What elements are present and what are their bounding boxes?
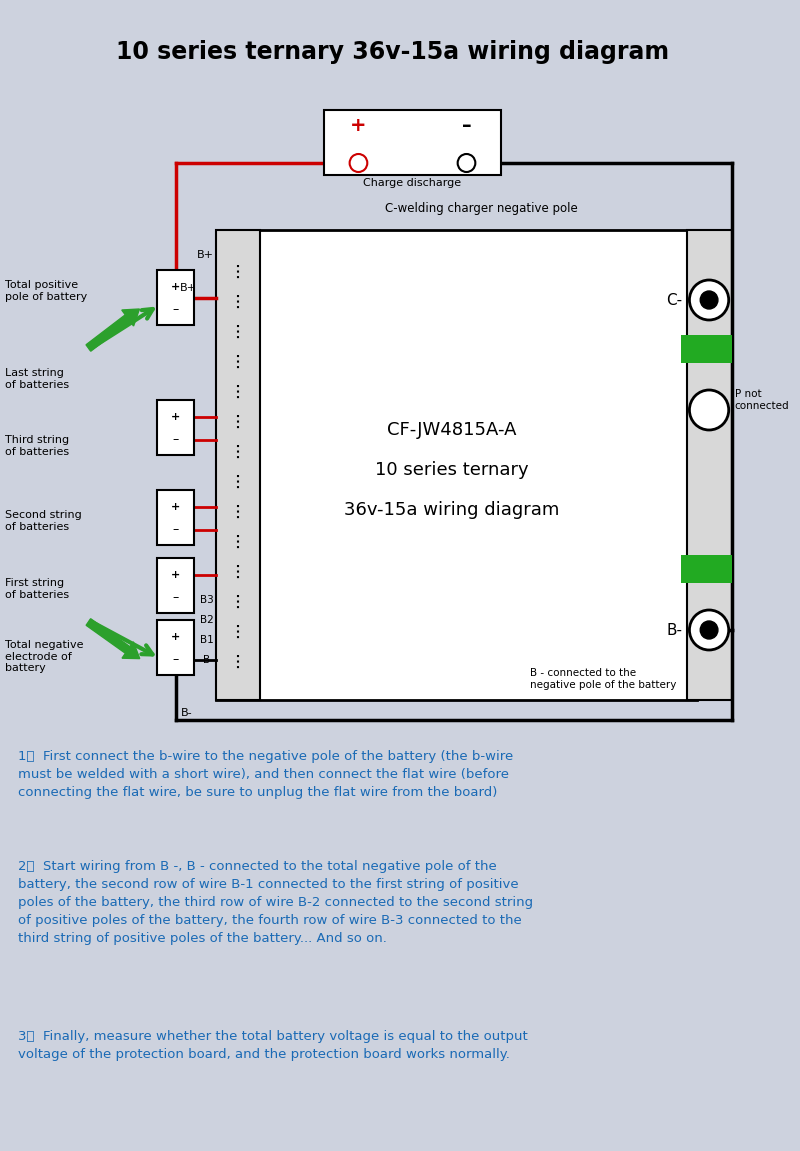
Bar bbox=[216, 230, 698, 700]
Text: +: + bbox=[171, 502, 181, 511]
Text: B1: B1 bbox=[200, 635, 214, 645]
Text: Total positive
pole of battery: Total positive pole of battery bbox=[5, 280, 87, 302]
Text: +: + bbox=[350, 115, 366, 135]
Bar bbox=[157, 558, 194, 613]
Text: First string
of batteries: First string of batteries bbox=[5, 578, 69, 600]
Text: B-: B- bbox=[666, 623, 682, 638]
Text: –: – bbox=[462, 115, 471, 135]
Text: C-welding charger negative pole: C-welding charger negative pole bbox=[385, 201, 578, 215]
Text: +: + bbox=[171, 282, 181, 291]
Text: 1、  First connect the b-wire to the negative pole of the battery (the b-wire
mus: 1、 First connect the b-wire to the negat… bbox=[18, 750, 513, 799]
Bar bbox=[157, 270, 194, 325]
Text: Total negative
electrode of
battery: Total negative electrode of battery bbox=[5, 640, 83, 673]
Text: P not
connected: P not connected bbox=[734, 389, 790, 411]
Bar bbox=[681, 555, 732, 584]
Bar bbox=[157, 490, 194, 546]
Text: –: – bbox=[173, 303, 179, 317]
Text: B3: B3 bbox=[200, 595, 214, 605]
Text: Third string
of batteries: Third string of batteries bbox=[5, 435, 69, 457]
Text: B+: B+ bbox=[197, 250, 214, 260]
Text: –: – bbox=[173, 523, 179, 536]
FancyArrow shape bbox=[86, 619, 140, 658]
Text: –: – bbox=[173, 653, 179, 666]
Text: B+: B+ bbox=[179, 282, 197, 292]
Text: 10 series ternary: 10 series ternary bbox=[375, 462, 529, 479]
Bar bbox=[157, 620, 194, 674]
Circle shape bbox=[690, 390, 729, 430]
Circle shape bbox=[700, 622, 718, 639]
Text: CF-JW4815A-A: CF-JW4815A-A bbox=[387, 421, 517, 439]
Circle shape bbox=[690, 280, 729, 320]
Text: 10 series ternary 36v-15a wiring diagram: 10 series ternary 36v-15a wiring diagram bbox=[116, 40, 670, 64]
Bar bbox=[216, 230, 260, 700]
Text: –: – bbox=[173, 433, 179, 447]
FancyArrow shape bbox=[86, 308, 139, 351]
Text: B-: B- bbox=[181, 708, 192, 718]
Circle shape bbox=[350, 154, 367, 171]
Text: +: + bbox=[171, 632, 181, 641]
Text: B - connected to the
negative pole of the battery: B - connected to the negative pole of th… bbox=[530, 668, 677, 689]
Text: +: + bbox=[171, 570, 181, 579]
Text: B-: B- bbox=[203, 655, 214, 665]
Text: C-: C- bbox=[666, 292, 682, 307]
Text: B2: B2 bbox=[200, 615, 214, 625]
Bar bbox=[681, 335, 732, 363]
Circle shape bbox=[458, 154, 475, 171]
Text: Second string
of batteries: Second string of batteries bbox=[5, 510, 82, 532]
Text: 36v-15a wiring diagram: 36v-15a wiring diagram bbox=[344, 501, 559, 519]
Text: +: + bbox=[171, 412, 181, 421]
Circle shape bbox=[700, 291, 718, 308]
Text: Charge discharge: Charge discharge bbox=[363, 178, 462, 188]
Text: 3、  Finally, measure whether the total battery voltage is equal to the output
vo: 3、 Finally, measure whether the total ba… bbox=[18, 1030, 527, 1061]
Bar bbox=[157, 401, 194, 455]
Text: 2、  Start wiring from B -, B - connected to the total negative pole of the
batte: 2、 Start wiring from B -, B - connected … bbox=[18, 860, 533, 945]
Bar bbox=[687, 230, 732, 700]
Circle shape bbox=[690, 610, 729, 650]
Bar bbox=[324, 110, 501, 175]
Text: Last string
of batteries: Last string of batteries bbox=[5, 368, 69, 389]
Text: –: – bbox=[173, 592, 179, 604]
